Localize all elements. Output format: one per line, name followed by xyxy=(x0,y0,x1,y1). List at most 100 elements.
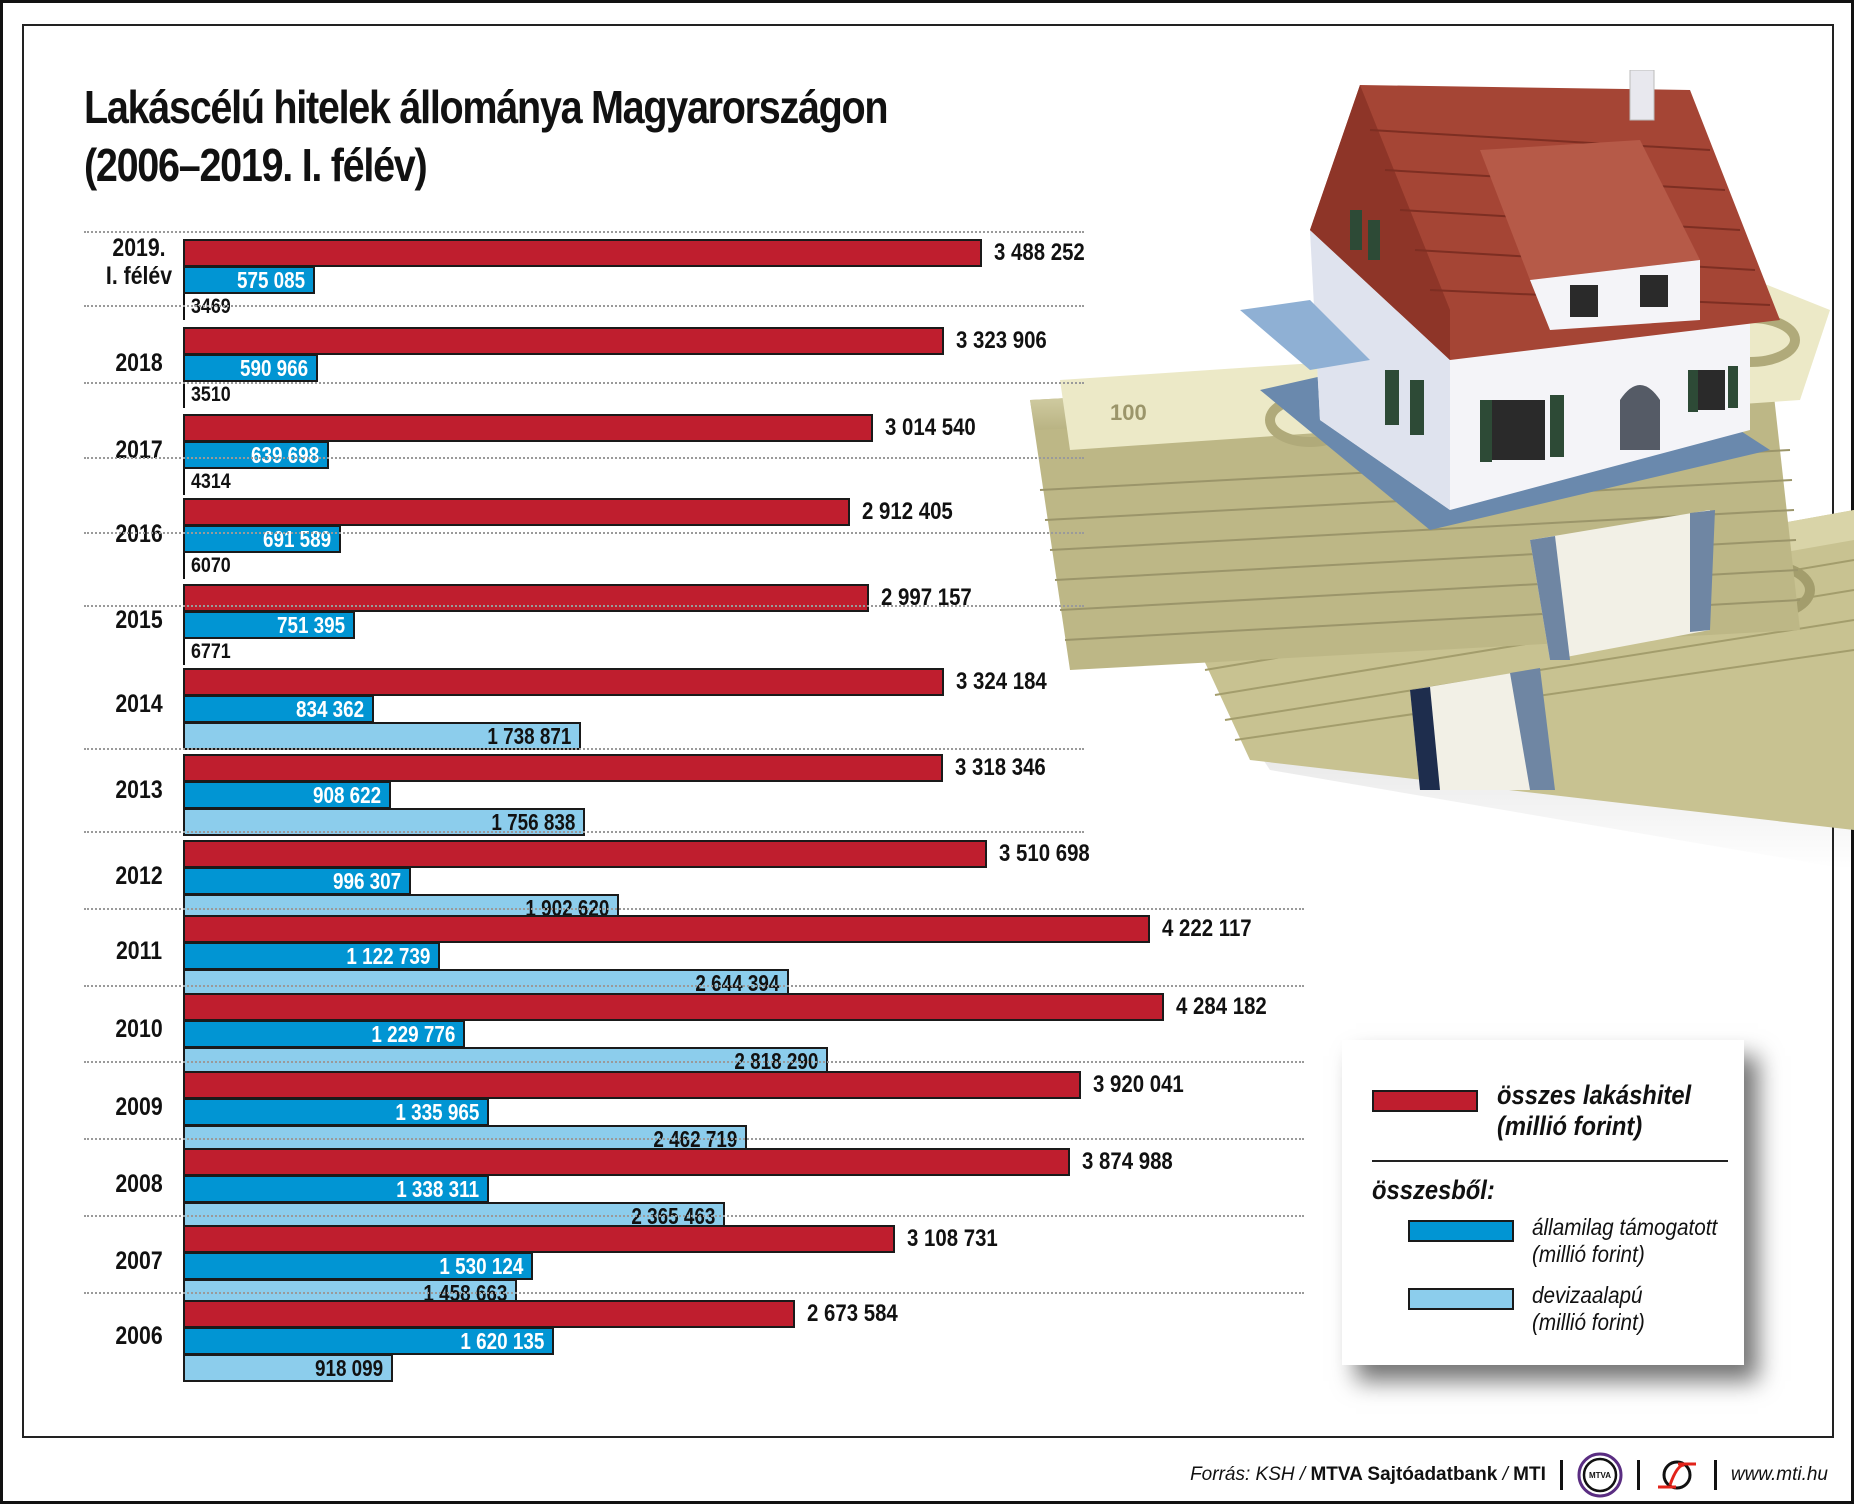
bar-total xyxy=(183,993,1164,1021)
bar-total xyxy=(183,327,944,355)
bar-value: 1 530 124 xyxy=(439,1253,523,1279)
source-credit: Forrás: KSH / MTVA Sajtóadatbank / MTI xyxy=(1190,1464,1546,1485)
bar-total-value: 3 014 540 xyxy=(885,414,976,441)
chart-title: Lakáscélú hitelek állománya Magyarország… xyxy=(84,78,889,194)
bar-value: 691 589 xyxy=(262,526,331,552)
bar-value: 2 644 394 xyxy=(695,970,779,996)
row-divider xyxy=(84,231,1084,233)
bar-total xyxy=(183,668,944,696)
legend-label-fx: devizaalapú (millió forint) xyxy=(1532,1282,1645,1335)
svg-text:100: 100 xyxy=(1110,400,1147,425)
bar-fx xyxy=(183,469,185,495)
svg-text:MTVA: MTVA xyxy=(1589,1471,1611,1480)
bar-fx: 918 099 xyxy=(183,1354,393,1382)
bar-fx xyxy=(183,382,185,408)
bar-total-value: 2 673 584 xyxy=(807,1300,898,1327)
bar-state: 1 335 965 xyxy=(183,1098,489,1126)
mti-logo-icon xyxy=(1657,1460,1696,1490)
bar-state: 1 620 135 xyxy=(183,1327,554,1355)
row-divider xyxy=(84,382,1084,384)
bar-total-value: 4 222 117 xyxy=(1162,915,1252,942)
bar-total-value: 3 324 184 xyxy=(956,668,1047,695)
bar-total-value: 3 874 988 xyxy=(1082,1148,1173,1175)
row-divider xyxy=(84,985,1304,987)
bar-value: 751 395 xyxy=(276,612,345,638)
legend-label-state: államilag támogatott (millió forint) xyxy=(1532,1214,1718,1267)
bar-fx: 1 738 871 xyxy=(183,722,581,750)
house-on-money-icon: 100 xyxy=(1030,70,1854,870)
bar-state: 834 362 xyxy=(183,695,374,723)
footer: Forrás: KSH / MTVA Sajtóadatbank / MTI M… xyxy=(1190,1452,1828,1498)
row-label: 2018 xyxy=(115,349,163,377)
bar-state: 639 698 xyxy=(183,441,329,469)
bar-value: 1 335 965 xyxy=(395,1099,479,1125)
footer-separator xyxy=(1713,1460,1717,1490)
row-divider xyxy=(84,532,1084,534)
bar-value: 590 966 xyxy=(239,355,308,381)
legend-label-total: összes lakáshitel (millió forint) xyxy=(1497,1080,1692,1141)
bar-total-value: 2 997 157 xyxy=(881,584,972,611)
row-divider xyxy=(84,1138,1304,1140)
legend-swatch-total xyxy=(1372,1090,1478,1112)
bar-value: 996 307 xyxy=(332,868,401,894)
row-label: 2011 xyxy=(115,937,163,965)
legend-swatch-state xyxy=(1408,1220,1514,1242)
bar-total-value: 3 920 041 xyxy=(1093,1071,1184,1098)
bar-value: 1 620 135 xyxy=(460,1328,544,1354)
legend-divider xyxy=(1372,1160,1728,1162)
bar-state: 1 338 311 xyxy=(183,1175,489,1203)
bar-state: 575 085 xyxy=(183,266,315,294)
row-divider xyxy=(84,1292,1304,1294)
bar-fx-value: 4314 xyxy=(191,470,231,493)
row-label: 2006 xyxy=(115,1322,163,1350)
row-divider xyxy=(84,748,1084,750)
row-label: 2009 xyxy=(115,1093,163,1121)
footer-separator xyxy=(1559,1460,1563,1490)
bar-value: 1 122 739 xyxy=(346,943,430,969)
bar-total-value: 4 284 182 xyxy=(1176,993,1267,1020)
bar-total-value: 3 323 906 xyxy=(956,327,1047,354)
bar-state: 691 589 xyxy=(183,525,341,553)
row-divider xyxy=(84,831,1084,833)
bar-fx xyxy=(183,639,185,665)
bar-fx-value: 6070 xyxy=(191,554,231,577)
bar-total xyxy=(183,239,982,267)
row-divider xyxy=(84,1215,1304,1217)
chart-title-line2: (2006–2019. I. félév) xyxy=(84,139,428,191)
row-divider xyxy=(84,1061,1304,1063)
row-label: 2007 xyxy=(115,1247,163,1275)
bar-fx-value: 3510 xyxy=(191,383,231,406)
bar-value: 1 756 838 xyxy=(491,809,575,835)
bar-state: 908 622 xyxy=(183,781,391,809)
bar-total-value: 3 510 698 xyxy=(999,840,1090,867)
bar-total-value: 2 912 405 xyxy=(862,498,953,525)
row-label: 2012 xyxy=(115,862,163,890)
chart-title-line1: Lakáscélú hitelek állománya Magyarország… xyxy=(84,81,889,133)
bar-fx xyxy=(183,294,185,320)
legend-subheader: összesből: xyxy=(1372,1175,1495,1205)
website-link[interactable]: www.mti.hu xyxy=(1730,1464,1828,1485)
bar-fx-value: 3469 xyxy=(191,295,231,318)
bar-value: 918 099 xyxy=(314,1355,383,1381)
row-label: 2016 xyxy=(115,520,163,548)
bar-value: 639 698 xyxy=(250,442,319,468)
bar-value: 1 229 776 xyxy=(371,1021,455,1047)
row-label: 2019. I. félév xyxy=(105,234,173,290)
row-divider xyxy=(84,305,1084,307)
bar-state: 590 966 xyxy=(183,354,318,382)
bar-total xyxy=(183,840,987,868)
bar-total xyxy=(183,1071,1081,1099)
row-label: 2013 xyxy=(115,776,163,804)
bar-total xyxy=(183,1225,895,1253)
bar-fx xyxy=(183,553,185,579)
row-label: 2008 xyxy=(115,1170,163,1198)
bar-total xyxy=(183,915,1150,943)
bar-total xyxy=(183,1300,795,1328)
bar-total-value: 3 488 252 xyxy=(994,239,1085,266)
row-label: 2015 xyxy=(115,606,163,634)
bar-total xyxy=(183,414,873,442)
row-divider xyxy=(84,605,1084,607)
row-divider xyxy=(84,457,1084,459)
row-divider xyxy=(84,908,1304,910)
footer-separator xyxy=(1636,1460,1640,1490)
